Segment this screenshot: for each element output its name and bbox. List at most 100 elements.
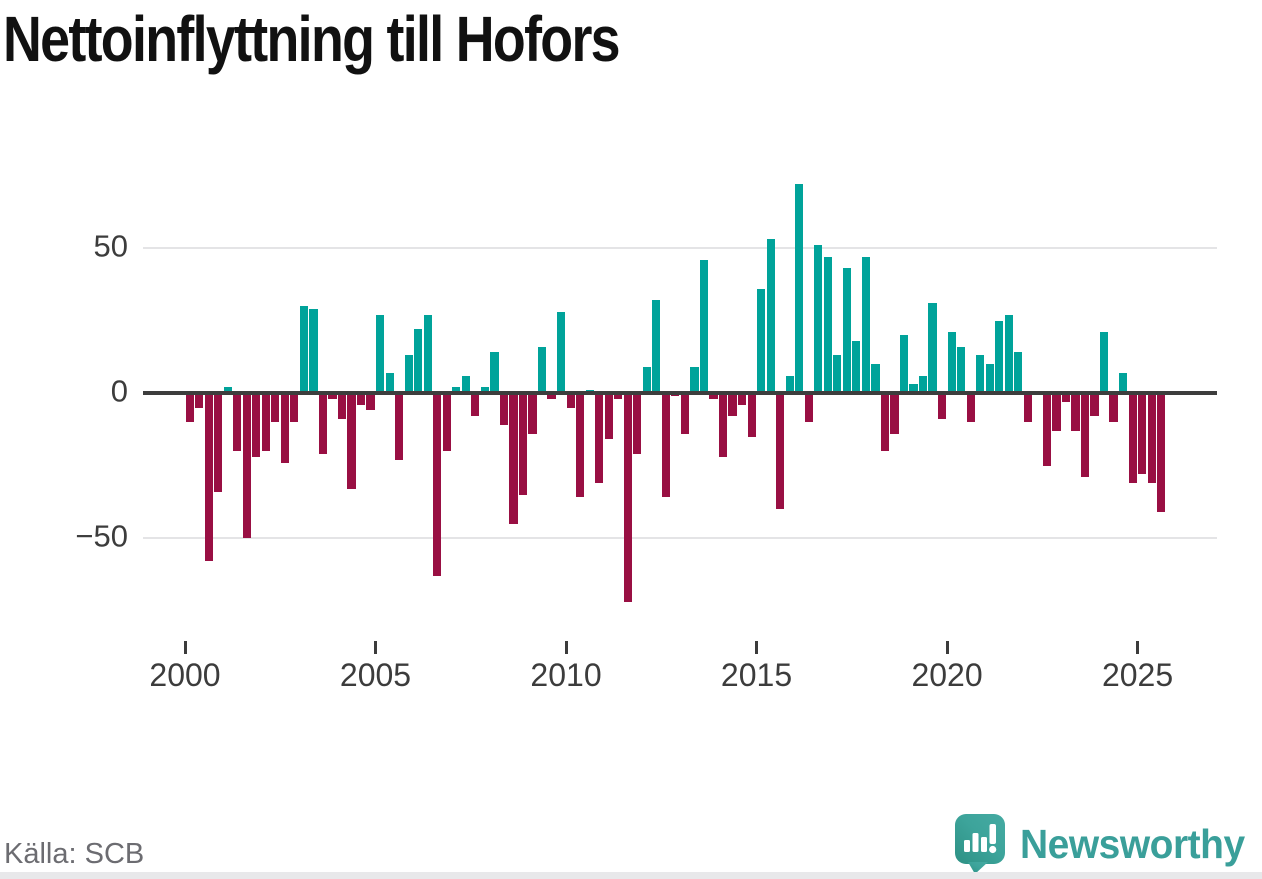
bar-2011-q1 bbox=[604, 393, 613, 440]
bar-2003-q3 bbox=[318, 393, 328, 454]
bar-2023-q2 bbox=[1071, 393, 1080, 431]
bar-2015-q3 bbox=[776, 393, 785, 509]
bar-2020-q1 bbox=[947, 332, 956, 393]
bar-2010-q2 bbox=[576, 393, 585, 498]
bar-2007-q2 bbox=[461, 375, 470, 393]
bar-2023-q4 bbox=[1090, 393, 1099, 417]
bar-2016-q3 bbox=[814, 245, 823, 393]
y-axis-label-50: 50 bbox=[93, 228, 128, 264]
bar-2000-q3 bbox=[204, 393, 213, 562]
bar-2011-q4 bbox=[633, 393, 642, 454]
bar-2003-q2 bbox=[309, 308, 318, 393]
bar-2025-q1 bbox=[1138, 393, 1147, 475]
bar-2020-q2 bbox=[957, 346, 966, 393]
bar-2009-q4 bbox=[556, 311, 566, 393]
bar-2002-q3 bbox=[280, 393, 289, 463]
bar-2017-q2 bbox=[842, 268, 851, 393]
bar-2016-q2 bbox=[804, 393, 813, 422]
bar-2008-q1 bbox=[490, 352, 499, 393]
bar-2021-q4 bbox=[1014, 352, 1023, 393]
bar-2003-q4 bbox=[328, 393, 337, 399]
bar-2014-q1 bbox=[718, 393, 728, 457]
bar-2018-q2 bbox=[880, 393, 890, 451]
bar-2013-q2 bbox=[690, 366, 699, 393]
y-axis-label--50: −50 bbox=[75, 518, 128, 554]
bar-2013-q1 bbox=[680, 393, 689, 434]
gridline--50 bbox=[143, 537, 1217, 539]
gridline-50 bbox=[143, 247, 1217, 249]
bar-2001-q3 bbox=[242, 393, 251, 538]
bar-2009-q3 bbox=[547, 393, 556, 399]
source-text: Källa: SCB bbox=[4, 838, 145, 870]
x-tick-2020 bbox=[945, 641, 949, 654]
newsworthy-logo[interactable]: Newsworthy bbox=[954, 812, 1257, 876]
bar-2018-q3 bbox=[890, 393, 899, 434]
bar-2004-q3 bbox=[356, 393, 366, 405]
bar-2018-q4 bbox=[899, 335, 909, 393]
bar-2020-q3 bbox=[966, 393, 975, 422]
x-axis-label-2010: 2010 bbox=[530, 657, 602, 693]
bar-2017-q1 bbox=[833, 355, 842, 393]
bar-2014-q3 bbox=[737, 393, 747, 405]
x-axis-zero-line bbox=[143, 391, 1217, 395]
bar-2016-q1 bbox=[795, 184, 804, 393]
bar-2015-q2 bbox=[766, 239, 775, 393]
bar-2025-q2 bbox=[1147, 393, 1156, 483]
bar-2019-q2 bbox=[918, 375, 928, 393]
bar-2014-q4 bbox=[747, 393, 756, 437]
bar-2019-q1 bbox=[909, 384, 918, 393]
bar-2012-q3 bbox=[661, 393, 670, 498]
bar-2006-q2 bbox=[423, 314, 432, 393]
bar-2014-q2 bbox=[728, 393, 737, 417]
bar-2011-q2 bbox=[614, 393, 623, 399]
bar-2016-q4 bbox=[823, 256, 832, 393]
bottom-strip bbox=[0, 872, 1262, 879]
x-tick-2010 bbox=[564, 641, 568, 654]
x-tick-2005 bbox=[374, 641, 377, 654]
bar-2010-q4 bbox=[595, 393, 604, 483]
bar-2018-q1 bbox=[871, 364, 880, 393]
bar-2021-q1 bbox=[985, 364, 994, 393]
x-axis-label-2000: 2000 bbox=[149, 657, 221, 693]
bar-2002-q1 bbox=[261, 393, 270, 451]
bar-2004-q4 bbox=[366, 393, 375, 411]
x-axis-label-2020: 2020 bbox=[911, 657, 983, 693]
bar-2006-q3 bbox=[433, 393, 442, 576]
bar-2015-q4 bbox=[785, 375, 794, 393]
bar-2008-q2 bbox=[499, 393, 509, 425]
bar-2001-q2 bbox=[233, 393, 242, 451]
bar-2003-q1 bbox=[299, 306, 308, 393]
bar-2022-q1 bbox=[1023, 393, 1032, 422]
bar-2008-q3 bbox=[509, 393, 518, 524]
bar-2011-q3 bbox=[623, 393, 632, 602]
bar-2025-q3 bbox=[1157, 393, 1166, 512]
bar-2005-q4 bbox=[404, 355, 413, 393]
bar-2022-q3 bbox=[1042, 393, 1051, 466]
bar-2013-q3 bbox=[699, 259, 709, 393]
bar-2007-q4 bbox=[480, 387, 489, 393]
bar-2000-q4 bbox=[214, 393, 223, 492]
bar-2015-q1 bbox=[757, 288, 766, 393]
bar-2001-q1 bbox=[223, 387, 232, 393]
bar-2002-q4 bbox=[290, 393, 299, 422]
bar-2012-q1 bbox=[642, 366, 651, 393]
bar-2008-q4 bbox=[518, 393, 528, 495]
newsworthy-bubble-icon bbox=[954, 814, 1005, 874]
bar-2007-q3 bbox=[471, 393, 480, 417]
y-axis-label-0: 0 bbox=[110, 373, 128, 409]
bar-2007-q1 bbox=[452, 387, 461, 393]
bar-2002-q2 bbox=[271, 393, 280, 422]
bar-2017-q4 bbox=[861, 256, 870, 393]
bar-2005-q2 bbox=[385, 372, 394, 393]
x-tick-2025 bbox=[1136, 641, 1140, 654]
bar-2022-q4 bbox=[1052, 393, 1061, 431]
bar-2004-q1 bbox=[337, 393, 347, 420]
bar-2023-q3 bbox=[1080, 393, 1090, 478]
bar-2010-q1 bbox=[566, 393, 575, 408]
bar-2005-q3 bbox=[395, 393, 404, 460]
bar-2006-q4 bbox=[442, 393, 451, 451]
bar-2020-q4 bbox=[976, 355, 985, 393]
bar-2019-q4 bbox=[938, 393, 947, 420]
bar-2006-q1 bbox=[414, 329, 423, 393]
newsworthy-logo-text: Newsworthy bbox=[1019, 820, 1245, 867]
